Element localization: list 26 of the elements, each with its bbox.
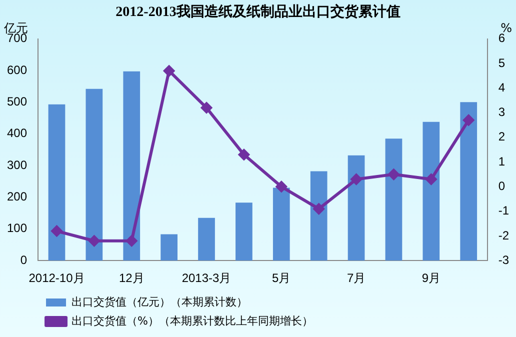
y-tick-label: 0 [20, 252, 28, 267]
chart-title: 2012-2013我国造纸及纸制品业出口交货累计值 [116, 3, 400, 20]
y2-tick-label: -1 [498, 204, 510, 218]
y2-tick-label: 3 [498, 105, 506, 120]
x-tick-label: 7月 [346, 271, 366, 286]
y2-tick-label: 0 [498, 178, 506, 193]
legend-label: 出口交货值（%）（本期累计数比上年同期增长） [72, 314, 313, 328]
y2-tick-label: -2 [498, 228, 510, 242]
y-tick-label: 200 [6, 190, 28, 204]
y-tick-label: 500 [6, 94, 28, 108]
y-tick-label: 300 [6, 158, 28, 172]
x-tick-label: 9月 [422, 271, 441, 286]
y-tick-label: 600 [6, 62, 28, 77]
x-tick-label: 5月 [272, 271, 291, 286]
legend-label: 出口交货值（亿元）（本期累计数） [72, 295, 248, 308]
x-tick-label: 2012-10月 [28, 271, 85, 286]
y2-tick-label: 4 [498, 80, 506, 94]
y2-tick-label: 2 [498, 130, 506, 144]
y2-tick-label: 1 [498, 154, 506, 168]
y2-tick-label: 5 [498, 56, 506, 70]
x-tick-label: 12月 [118, 271, 144, 286]
y-tick-label: 100 [6, 221, 28, 236]
y-tick-label: 400 [6, 126, 28, 140]
y-axis-title: 亿元 [3, 20, 28, 35]
y2-tick-label: -3 [498, 252, 510, 267]
x-tick-label: 2013-3月 [182, 271, 232, 286]
